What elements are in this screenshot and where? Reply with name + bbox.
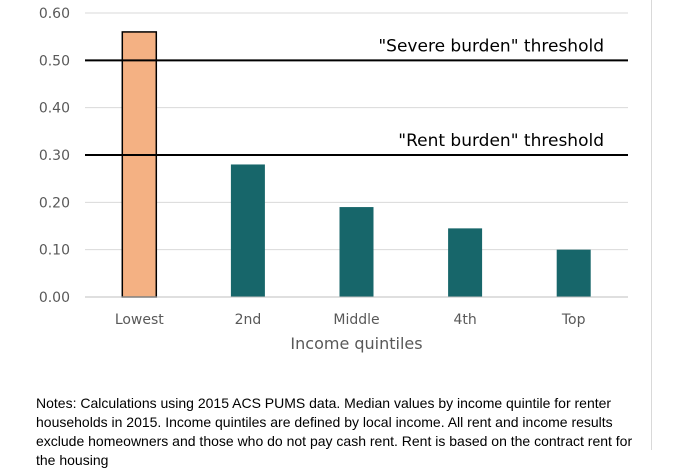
chart-frame: 0.00 0.10 0.20 0.30 0.40 0.50 0.60 Lowest 2nd Mid… <box>39 0 652 450</box>
bar-middle <box>339 207 374 297</box>
y-tick-label: 0.10 <box>39 243 70 259</box>
bar-chart: 0.00 0.10 0.20 0.30 0.40 0.50 0.60 Lowest 2nd Mid… <box>39 6 628 353</box>
threshold-label: "Severe burden" threshold <box>378 36 604 56</box>
bar-lowest <box>121 31 158 298</box>
bar-top <box>556 249 591 297</box>
y-tick-label: 0.30 <box>39 148 70 164</box>
x-tick-label: Lowest <box>115 312 164 328</box>
bar-4th <box>448 228 483 297</box>
y-tick-label: 0.40 <box>39 101 70 117</box>
y-tick-label: 0.50 <box>39 53 70 69</box>
x-tick-label: 2nd <box>235 312 262 328</box>
x-tick-label: Top <box>561 312 586 328</box>
y-tick-label: 0.00 <box>39 290 70 306</box>
x-tick-label: 4th <box>453 312 476 328</box>
bar-2nd <box>230 164 265 297</box>
x-axis-title: Income quintiles <box>290 334 422 353</box>
chart-notes: Notes: Calculations using 2015 ACS PUMS … <box>36 395 633 468</box>
threshold-label: "Rent burden" threshold <box>398 131 604 151</box>
x-tick-label: Middle <box>333 312 379 328</box>
y-tick-label: 0.60 <box>39 6 70 22</box>
y-tick-label: 0.20 <box>39 195 70 211</box>
